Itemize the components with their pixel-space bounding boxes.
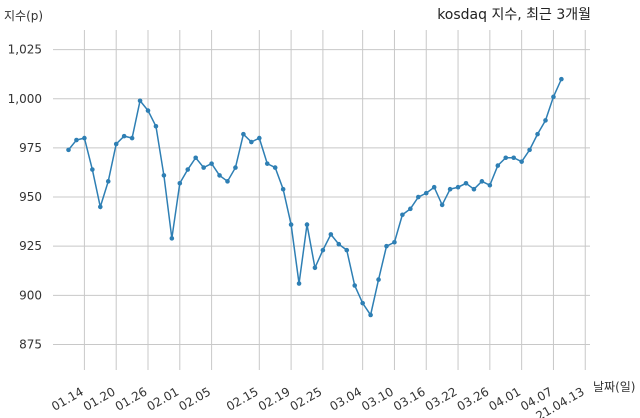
data-point [233,165,238,170]
data-point [408,206,413,212]
x-tick-label: 02.01 [145,384,182,413]
data-point [241,131,246,137]
data-point [479,179,485,184]
data-point [193,155,198,161]
data-point [344,247,350,253]
data-point [185,167,191,172]
data-point [169,236,175,241]
data-point [90,167,95,172]
x-tick-label: 03.10 [359,384,396,413]
data-point [201,165,206,170]
y-tick-label: 900 [19,288,42,302]
series-layer [66,76,564,318]
data-point [320,247,326,253]
chart-title: kosdaq 지수, 최근 3개월 [437,7,591,23]
data-point [264,161,270,166]
data-point [463,180,469,186]
data-point [519,159,524,164]
x-tick-label: 04.01 [486,384,523,413]
data-point [137,98,143,104]
data-point [439,202,445,208]
x-tick-label: 01.20 [81,384,118,413]
data-point [153,124,159,129]
y-axis-label: 지수(p) [4,9,43,23]
data-point [423,190,429,196]
data-point [431,184,437,190]
x-tick-label: 02.05 [176,384,213,413]
data-point [129,135,135,141]
data-point [225,179,230,184]
grid-layer [53,30,590,370]
data-point [360,300,365,306]
y-tick-label: 925 [19,239,42,253]
data-point [177,180,183,186]
data-point [416,194,421,200]
data-point [495,163,501,168]
x-tick-label: 01.26 [113,384,150,413]
data-point [336,241,342,247]
data-point [288,222,294,227]
data-point [455,184,461,190]
data-point [471,186,477,192]
data-point [304,222,310,227]
data-point [272,165,278,170]
data-point [280,186,286,192]
data-point [121,133,127,139]
data-point [145,108,151,113]
data-point [105,179,111,184]
x-tick-label: 02.15 [224,384,261,413]
data-point [368,312,373,318]
data-point [161,173,167,178]
data-point [487,182,493,188]
x-tick-label: 03.26 [455,384,492,413]
data-point [209,161,214,166]
data-point [559,76,564,82]
data-point [543,118,548,123]
x-tick-label: 03.04 [327,384,364,413]
data-point [447,186,453,192]
data-point [328,232,334,237]
y-tick-label: 1,000 [8,92,42,106]
x-tick-label: 03.22 [423,384,460,413]
x-tick-label: 03.16 [391,384,428,413]
data-point [511,155,516,161]
data-point [217,173,222,178]
y-axis-ticks: 875 900 925 950 975 1,000 1,025 [8,43,42,352]
data-point [312,265,318,271]
data-point [384,243,389,249]
data-point [249,139,254,145]
y-tick-label: 950 [19,190,42,204]
data-point [535,131,540,137]
data-point [527,147,532,153]
data-point [376,277,381,282]
data-point [66,147,71,153]
y-tick-label: 975 [19,141,42,155]
data-point [503,155,509,161]
y-tick-label: 875 [19,337,42,351]
x-tick-label: 01.14 [49,384,86,413]
x-tick-label: 02.19 [256,384,293,413]
data-point [352,283,358,288]
data-point [392,239,397,245]
data-point [400,212,405,218]
data-point [551,94,556,100]
y-tick-label: 1,025 [8,43,42,57]
data-point [296,281,302,286]
data-point [98,204,103,210]
data-point [74,137,79,143]
data-point [82,135,87,141]
data-point [257,135,262,141]
x-axis-label: 날짜(일) [593,380,635,394]
data-point [113,141,119,147]
x-tick-label: 02.25 [288,384,325,413]
